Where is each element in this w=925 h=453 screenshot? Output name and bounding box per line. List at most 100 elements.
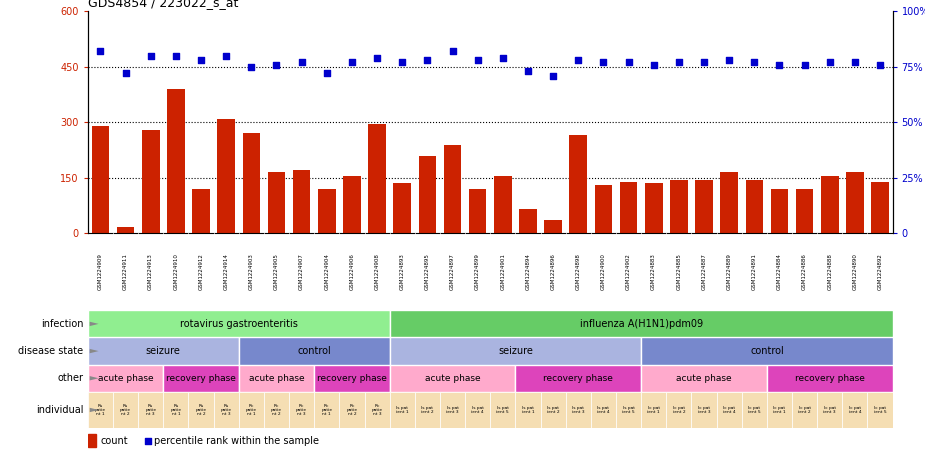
Text: disease state: disease state [18, 346, 83, 356]
Text: Ic pat
ient 1: Ic pat ient 1 [773, 406, 785, 414]
Bar [767, 392, 792, 428]
Text: GSM1224894: GSM1224894 [525, 253, 530, 290]
Text: seizure: seizure [498, 346, 533, 356]
Bar [591, 392, 616, 428]
Text: Ic pat
ient 2: Ic pat ient 2 [672, 406, 685, 414]
Point [872, 61, 887, 68]
Point [294, 59, 309, 66]
Bar [393, 183, 411, 233]
Point [722, 57, 736, 64]
Bar [164, 365, 239, 392]
Text: control: control [750, 346, 783, 356]
Text: GSM1224914: GSM1224914 [224, 253, 228, 290]
Text: Is pat
ient 1: Is pat ient 1 [396, 406, 409, 414]
Text: GSM1224890: GSM1224890 [853, 253, 857, 290]
Bar [389, 337, 641, 365]
Text: recovery phase: recovery phase [795, 374, 865, 383]
Point [571, 57, 586, 64]
Bar [293, 170, 311, 233]
Text: GSM1224892: GSM1224892 [878, 253, 882, 290]
Bar [164, 392, 189, 428]
Text: GSM1224911: GSM1224911 [123, 253, 128, 290]
Point [622, 59, 636, 66]
Text: GSM1224897: GSM1224897 [450, 253, 455, 290]
Point [470, 57, 485, 64]
Bar [92, 126, 109, 233]
Text: Rc
patie
nt 2: Rc patie nt 2 [271, 404, 282, 416]
Text: GSM1224904: GSM1224904 [325, 253, 329, 290]
Bar [868, 392, 893, 428]
Text: GDS4854 / 223022_s_at: GDS4854 / 223022_s_at [88, 0, 239, 9]
Text: GSM1224903: GSM1224903 [249, 253, 253, 290]
Polygon shape [90, 322, 99, 326]
Text: Rs
patie
nt 2: Rs patie nt 2 [120, 404, 131, 416]
Bar [692, 392, 717, 428]
Point [847, 59, 862, 66]
Bar [746, 180, 763, 233]
Bar [742, 392, 767, 428]
Text: Ic pat
ient 5: Ic pat ient 5 [874, 406, 886, 414]
Point [344, 59, 359, 66]
Bar [239, 392, 264, 428]
Bar [343, 176, 361, 233]
Bar [846, 172, 864, 233]
Text: GSM1224900: GSM1224900 [601, 253, 606, 290]
Text: GSM1224902: GSM1224902 [626, 253, 631, 290]
Text: Rc
patie
nt 2: Rc patie nt 2 [346, 404, 357, 416]
Text: Rc
patie
nt 3: Rc patie nt 3 [372, 404, 383, 416]
Bar [314, 365, 389, 392]
Text: Ic pat
ient 4: Ic pat ient 4 [722, 406, 735, 414]
Text: GSM1224893: GSM1224893 [400, 253, 405, 290]
Point [521, 67, 536, 75]
Polygon shape [90, 349, 99, 353]
Text: control: control [297, 346, 331, 356]
Text: Ic pat
ient 4: Ic pat ient 4 [848, 406, 861, 414]
Text: seizure: seizure [146, 346, 180, 356]
Point [746, 59, 761, 66]
Bar [167, 89, 185, 233]
Text: Ic pat
ient 2: Ic pat ient 2 [798, 406, 811, 414]
Text: GSM1224883: GSM1224883 [651, 253, 656, 290]
Point [420, 57, 435, 64]
Bar [817, 392, 843, 428]
Text: count: count [101, 435, 129, 446]
Text: Rc
patie
nt 3: Rc patie nt 3 [296, 404, 307, 416]
Bar [515, 392, 540, 428]
Bar [314, 392, 339, 428]
Point [647, 61, 661, 68]
Point [141, 437, 155, 444]
Bar [843, 392, 868, 428]
Text: GSM1224910: GSM1224910 [173, 253, 179, 290]
Text: acute phase: acute phase [425, 374, 480, 383]
Text: Is pat
ient 5: Is pat ient 5 [497, 406, 509, 414]
Bar [267, 172, 285, 233]
Text: Ic pat
ient 3: Ic pat ient 3 [823, 406, 836, 414]
Bar [117, 226, 134, 233]
Text: Rs
patie
nt 1: Rs patie nt 1 [170, 404, 181, 416]
Text: recovery phase: recovery phase [166, 374, 236, 383]
Bar [540, 392, 566, 428]
Bar [515, 365, 641, 392]
Bar [544, 220, 561, 233]
Text: GSM1224886: GSM1224886 [802, 253, 808, 290]
Bar [138, 392, 164, 428]
Text: Is pat
ient 1: Is pat ient 1 [522, 406, 535, 414]
Text: Is pat
ient 3: Is pat ient 3 [446, 406, 459, 414]
Text: Is pat
ient 2: Is pat ient 2 [547, 406, 560, 414]
Bar [796, 189, 813, 233]
Text: Rc
patie
nt 1: Rc patie nt 1 [321, 404, 332, 416]
Text: GSM1224912: GSM1224912 [199, 253, 204, 290]
Bar [465, 392, 490, 428]
Point [772, 61, 787, 68]
Point [143, 52, 158, 59]
Text: Ic pat
ient 5: Ic pat ient 5 [748, 406, 760, 414]
Text: GSM1224888: GSM1224888 [827, 253, 832, 290]
Point [496, 54, 511, 62]
Bar [645, 183, 662, 233]
Polygon shape [90, 408, 99, 412]
Bar [239, 365, 314, 392]
Text: percentile rank within the sample: percentile rank within the sample [154, 435, 319, 446]
Bar [88, 337, 239, 365]
Text: GSM1224906: GSM1224906 [350, 253, 354, 290]
Point [118, 70, 133, 77]
